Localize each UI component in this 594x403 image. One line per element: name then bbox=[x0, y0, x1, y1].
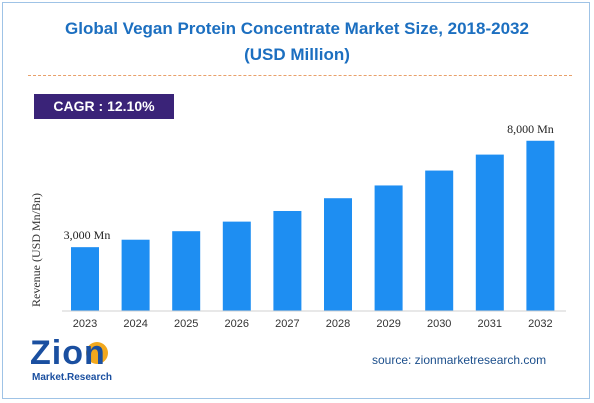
y-axis-label: Revenue (USD Mn/Bn) bbox=[29, 193, 43, 307]
bar-2024 bbox=[121, 239, 150, 311]
logo-wordmark: Zion bbox=[30, 334, 106, 372]
logo-subtitle: Market.Research bbox=[32, 372, 113, 383]
x-tick-label: 2027 bbox=[275, 318, 299, 330]
x-tick-label: 2032 bbox=[528, 318, 552, 330]
x-tick-label: 2026 bbox=[225, 318, 249, 330]
bar-2029 bbox=[374, 185, 403, 311]
zion-logo: Zion Market.Research bbox=[24, 334, 134, 390]
bar-2025 bbox=[172, 231, 201, 311]
x-tick-label: 2030 bbox=[427, 318, 451, 330]
bar-2026 bbox=[222, 221, 251, 311]
x-tick-label: 2031 bbox=[478, 318, 502, 330]
cagr-badge: CAGR : 12.10% bbox=[34, 94, 174, 119]
bar-group bbox=[71, 140, 555, 311]
logo-o-icon bbox=[86, 342, 108, 364]
chart-subtitle: (USD Million) bbox=[244, 45, 350, 64]
bar-2028 bbox=[324, 198, 352, 311]
source-note: source: zionmarketresearch.com bbox=[372, 353, 547, 367]
data-label: 3,000 Mn bbox=[64, 228, 111, 242]
bar-2032 bbox=[526, 140, 555, 311]
x-tick-label: 2023 bbox=[73, 318, 97, 330]
x-tick-label: 2028 bbox=[326, 318, 350, 330]
chart-title-block: Global Vegan Protein Concentrate Market … bbox=[0, 16, 594, 68]
bar-2027 bbox=[273, 210, 302, 311]
chart-title: Global Vegan Protein Concentrate Market … bbox=[65, 19, 529, 38]
x-tick-label: 2024 bbox=[123, 318, 147, 330]
bar-2023 bbox=[71, 247, 99, 311]
bar-2031 bbox=[475, 154, 504, 311]
title-divider bbox=[28, 75, 572, 76]
data-label: 8,000 Mn bbox=[507, 122, 554, 136]
x-tick-group: 2023 2024 2025 2026 2027 2028 2029 2030 2031 2032 bbox=[73, 318, 553, 330]
x-tick-label: 2029 bbox=[376, 318, 400, 330]
x-tick-label: 2025 bbox=[174, 318, 198, 330]
bar-2030 bbox=[425, 170, 454, 311]
data-label-group: 3,000 Mn 8,000 Mn bbox=[64, 122, 554, 242]
